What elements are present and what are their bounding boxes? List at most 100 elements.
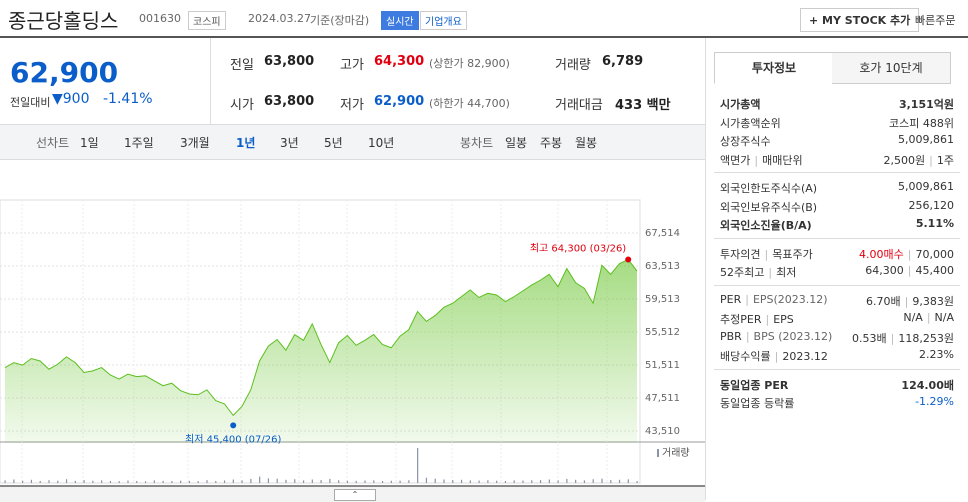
info-row: 동일업종 PER 124.00배	[720, 377, 954, 395]
info-label: 투자의견	[720, 247, 761, 261]
info-row: 배당수익률 | 2023.12 2.23%	[720, 348, 954, 366]
period-tab[interactable]: 5년	[324, 136, 343, 150]
quote-value: 63,800	[264, 94, 315, 109]
info-value: 0.53배	[852, 331, 887, 345]
change-rate: -1.41%	[103, 91, 153, 107]
separator: |	[907, 264, 912, 277]
stock-code: 001630	[139, 12, 181, 25]
volume-bar	[469, 480, 471, 483]
info-label: 매매단위	[762, 153, 803, 167]
volume-bar	[425, 477, 428, 483]
info-value: 5,009,861	[898, 180, 954, 193]
volume-bar	[101, 480, 103, 483]
volume-bar	[197, 481, 199, 483]
info-value: 5,009,861	[898, 133, 954, 146]
volume-bar	[267, 478, 270, 483]
period-tab[interactable]: 3년	[280, 136, 299, 150]
volume-bar	[259, 476, 261, 483]
separator: |	[907, 247, 912, 261]
header: 종근당홀딩스 001630 코스피 2024.03.27 기준(장마감) 실시간…	[0, 0, 968, 38]
volume-bar	[39, 480, 41, 483]
collapse-button[interactable]: ⌃	[334, 489, 376, 501]
volume-bar	[583, 480, 586, 483]
quick-order[interactable]: 빠른주문	[915, 14, 956, 27]
info-values: 0.53배 | 118,253원	[852, 330, 954, 346]
tab-group-label: 선차트	[36, 136, 70, 150]
volume-bar	[180, 480, 182, 483]
candle-tab[interactable]: 일봉	[505, 136, 528, 150]
period-tab[interactable]: 1주일	[124, 136, 154, 150]
info-label: 액면가	[720, 153, 751, 167]
separator: |	[929, 153, 933, 167]
info-values: 2,500원 | 1주	[884, 152, 954, 168]
separator: |	[754, 153, 759, 167]
volume-bar	[601, 478, 603, 483]
info-label: 추정PER	[720, 313, 762, 326]
quote-value: 433 백만	[615, 98, 671, 113]
quote-value: 62,900	[374, 94, 425, 109]
volume-bar	[618, 479, 621, 483]
info-values: 124.00배	[901, 377, 954, 393]
info-row: 액면가 | 매매단위 2,500원 | 1주	[720, 152, 954, 170]
section-divider	[714, 172, 960, 173]
y-tick-label: 47,511	[645, 393, 680, 404]
info-values: 5,009,861	[898, 180, 954, 193]
info-values: 6.70배 | 9,383원	[866, 293, 954, 309]
volume-bar	[513, 480, 515, 483]
info-row: 52주최고 | 최저 64,300 | 45,400	[720, 264, 954, 282]
current-price: 62,900	[10, 56, 119, 89]
info-label: PBR	[720, 329, 742, 343]
volume-bar	[522, 480, 524, 483]
info-values: 4.00매수 | 70,000	[859, 246, 954, 262]
info-value: -1.29%	[915, 395, 954, 408]
info-value: 2.23%	[919, 348, 954, 361]
volume-bar	[4, 480, 6, 483]
volume-bar	[232, 479, 234, 483]
quote-label: 고가	[340, 58, 364, 73]
volume-bar	[302, 480, 305, 483]
candle-tab[interactable]: 주봉	[540, 136, 563, 150]
chart-footer: ⌃	[0, 485, 705, 502]
y-tick-label: 55,512	[645, 327, 680, 338]
volume-bar	[215, 480, 217, 483]
volume-bar	[408, 480, 410, 483]
period-tab[interactable]: 10년	[368, 136, 395, 150]
volume-bar	[294, 479, 296, 483]
info-row: 시가총액순위 코스피 488위	[720, 115, 954, 133]
volume-bar	[390, 480, 392, 483]
period-tab[interactable]: 3개월	[180, 136, 210, 150]
high-marker	[625, 256, 632, 263]
date: 2024.03.27	[248, 12, 311, 25]
info-values: 64,300 | 45,400	[865, 264, 954, 277]
side-tab[interactable]: 호가 10단계	[832, 52, 951, 84]
volume-bar	[30, 479, 33, 483]
separator: |	[765, 313, 770, 326]
period-tab[interactable]: 1일	[80, 136, 99, 150]
low-marker	[230, 422, 237, 429]
quote-label: 시가	[230, 98, 254, 113]
separator: |	[764, 247, 769, 261]
y-tick-label: 63,513	[645, 261, 680, 272]
basis: 기준(장마감)	[310, 14, 370, 27]
info-label: 52주최고	[720, 266, 765, 279]
period-tab[interactable]: 1년	[236, 136, 256, 150]
volume-bar	[144, 481, 147, 483]
info-row: 상장주식수 5,009,861	[720, 133, 954, 151]
info-label: 외국인보유주식수(B)	[720, 200, 818, 214]
volume-bar	[118, 481, 120, 483]
company-info[interactable]: 기업개요	[420, 11, 467, 30]
separator: |	[768, 266, 773, 279]
mystock-button[interactable]: + MY STOCK 추가	[800, 8, 920, 32]
info-value: 45,400	[915, 264, 955, 277]
info-label: 동일업종 PER	[720, 378, 789, 392]
separator: |	[745, 292, 749, 306]
stock-name: 종근당홀딩스	[8, 9, 119, 33]
info-label: 외국인한도주식수(A)	[720, 182, 818, 195]
side-tab[interactable]: 투자정보	[714, 52, 834, 84]
info-values: 2.23%	[919, 348, 954, 361]
volume-bar	[627, 479, 629, 483]
volume-bar	[241, 480, 243, 483]
candle-tab[interactable]: 월봉	[575, 136, 598, 150]
realtime-badge[interactable]: 실시간	[381, 11, 419, 30]
